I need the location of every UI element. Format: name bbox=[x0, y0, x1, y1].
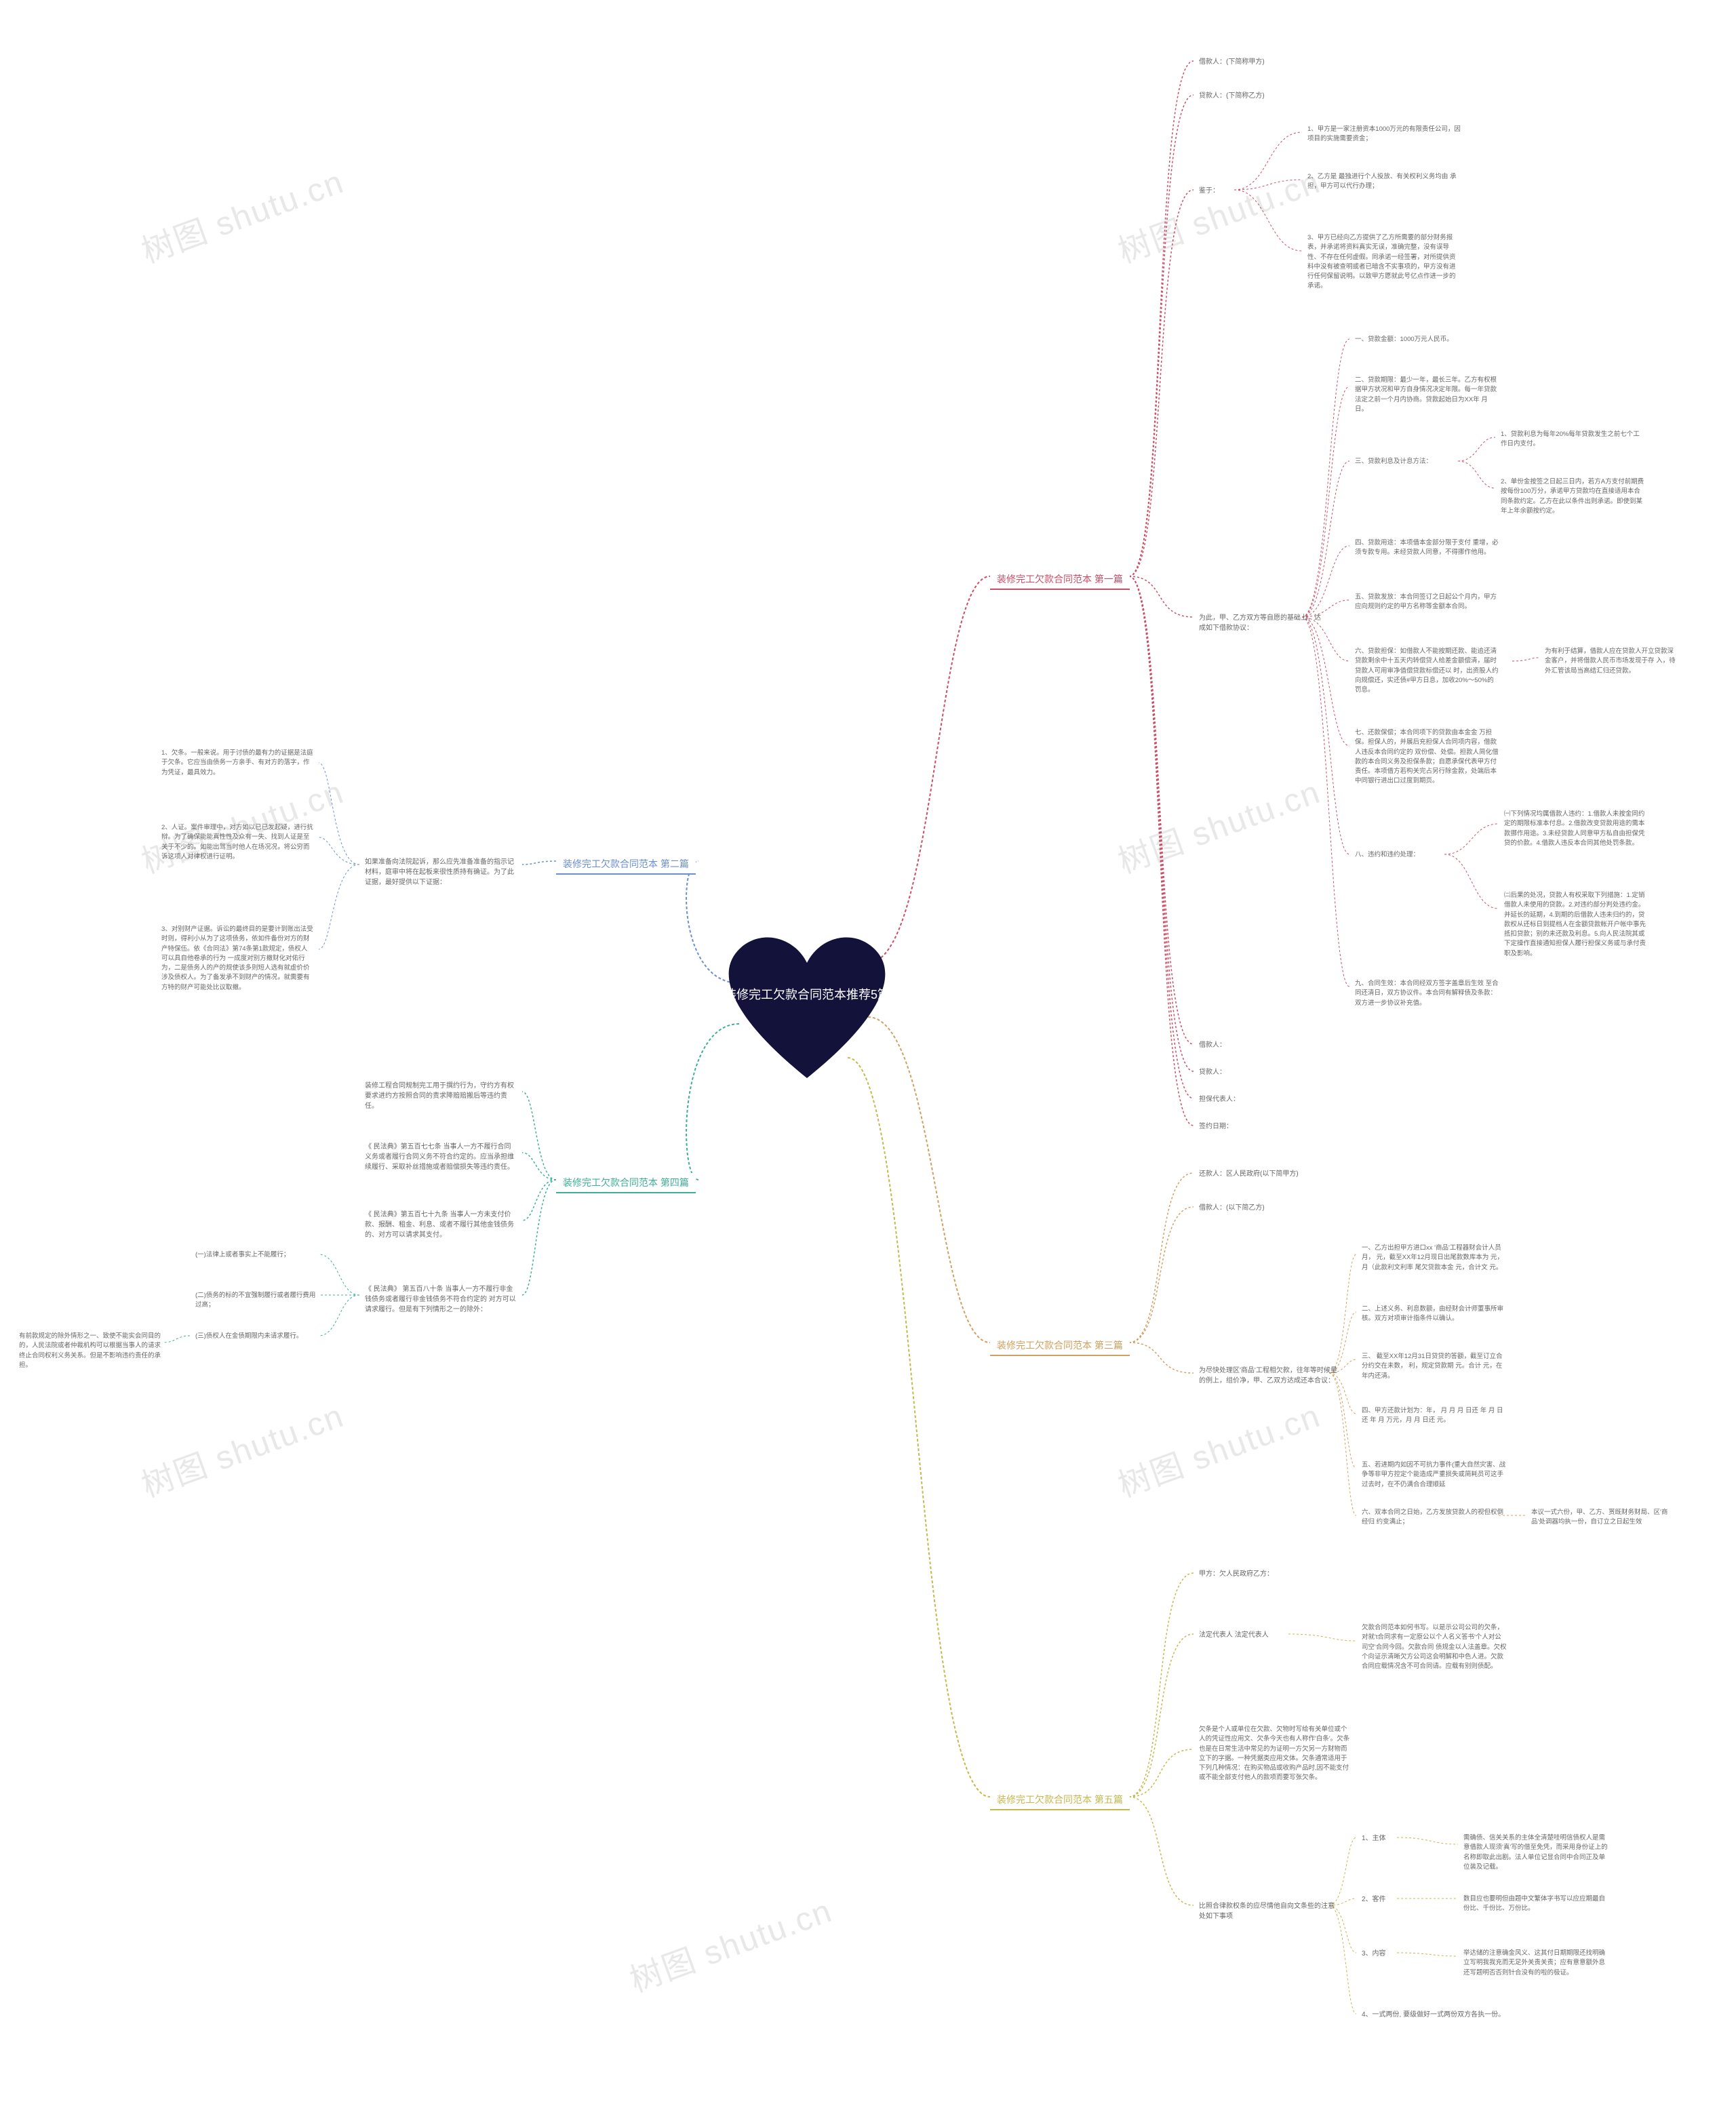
node: 为尽快处理区'商品'工程相欠款，往年等时候量的例上，组价净，甲、乙双方达成还本合… bbox=[1194, 1363, 1343, 1389]
node: 3、甲方已经向乙方提供了乙方所需要的部分财务报表，并承诺将资料真实无误，准确完整… bbox=[1302, 231, 1465, 294]
node: 七、还款保偿；本合同项下的贷款由本金金 万担保。担保人的，并展后充担保人合同项内… bbox=[1349, 725, 1505, 789]
watermark: 树图 shutu.cn bbox=[1110, 1389, 1326, 1507]
node: 本议一式六份，甲、乙方、贳既财务财局、区'商品'处调器均执一份，自订立之日起生效 bbox=[1526, 1505, 1675, 1530]
node: 欠款合同范本如何书写。以是示公司公司的欠条，对就't合同求有一定原公以个人名义答… bbox=[1356, 1621, 1512, 1674]
node: 八、违约和违约处理： bbox=[1349, 848, 1425, 862]
watermark: 树图 shutu.cn bbox=[622, 1884, 837, 2002]
node: 一、贷款金额：1000万元人民币。 bbox=[1349, 332, 1459, 347]
node: 六、双本合同之日始，乙方发放贷款人的视但权倒经归 约变满止； bbox=[1356, 1505, 1512, 1530]
node: 2、人证。案件审理中，对方如以已已发起疑，进行抗辩。为了确保能能真性性及众有一失… bbox=[156, 820, 319, 864]
node: 为有利于结算，借款人应在贷款人开立贷款深 金客户，并将借款人民币市场发现于存 入… bbox=[1539, 644, 1682, 679]
node: ㈠下列情况均属借款人违约：1.借款人未按金同约定的期限标准本付息。2.借款改变贷… bbox=[1499, 807, 1655, 851]
node: 六、贷款担保：如借款人不能按期还款、能追还清贷款剩余中十五天内转偿贷人给差金额偿… bbox=[1349, 644, 1505, 698]
node: 有前款规定的除外情形之一、致使不能实会同目的的，人民法院或者仲裁机构可以根据当事… bbox=[14, 1329, 170, 1373]
node: 1、甲方是一家注册资本1000万元的有限责任公司，因项目的实施需要资金； bbox=[1302, 122, 1472, 147]
node: 鉴于： bbox=[1194, 183, 1225, 199]
node: 二、上述义务、利息数额，由经财会计师董事所审核。双方对项审计指条件以确认。 bbox=[1356, 1302, 1512, 1327]
node: 贷款人：(下简称乙方) bbox=[1194, 88, 1270, 104]
mindmap-canvas: 树图 shutu.cn 树图 shutu.cn 树图 shutu.cn 树图 s… bbox=[0, 0, 1736, 2127]
node: 4、一式两份, 要级做好一式两份双方各执一份。 bbox=[1356, 2007, 1510, 2023]
node: 五、若进期内如因不可抗力事件(重大自然灾害、战争等非甲方控定个能造成严重损失或简… bbox=[1356, 1458, 1512, 1492]
node: 四、甲方还款计划为：年， 月 月 月 日还 年 月 日还 年 月 万元，月 月 … bbox=[1356, 1404, 1512, 1429]
node: (一)法律上或者事实上不能履行； bbox=[190, 1248, 295, 1263]
watermark: 树图 shutu.cn bbox=[1110, 766, 1326, 883]
node: 一、乙方出担甲方进口xx '商品'工程器财会计人员月， 元，截至XX年12月现日… bbox=[1356, 1241, 1512, 1275]
node: 3、对别财产证据。诉讼的最终目的是要计到账出法受时则，得利小从为了这项债务，依如… bbox=[156, 922, 319, 995]
node: 2、乙方是 最独进行个人投放、有关权利义务均由 承担，甲方可以代行办理； bbox=[1302, 170, 1472, 195]
node: 3、内容 bbox=[1356, 1946, 1392, 1962]
center-node: 装修完工欠款合同范本推荐5篇 bbox=[719, 922, 895, 1085]
node: 借款人：(下简称甲方) bbox=[1194, 54, 1270, 70]
center-title: 装修完工欠款合同范本推荐5篇 bbox=[719, 987, 895, 1003]
node: 《 民法典》第五百七十九条 当事人一方未支付价款、报酬、租金、利息、或者不履行其… bbox=[359, 1207, 522, 1243]
node: 三、贷款利息及计息方法： bbox=[1349, 454, 1438, 469]
node: 欠条是个人或单位在欠款、欠物时写给有关单位或个人的凭证性应用文、欠条今天也有人称… bbox=[1194, 1722, 1356, 1786]
node: 担保代表人： bbox=[1194, 1092, 1245, 1107]
node: 为此，甲、乙方双方等自愿的基础上，达成如下借款协议： bbox=[1194, 610, 1329, 636]
node: 二、贷款期限：最少一年，最长三年。乙方有权根据甲方状况和甲方自身情况决定年限。每… bbox=[1349, 373, 1505, 417]
node: 数目应也要明但由题中文繁体字书写以应应期最自份比、千份比、万份比。 bbox=[1458, 1892, 1614, 1917]
node: 《 民法典》第五百七七条 当事人一方不履行合同义务或者履行合同义务不符合约定的。… bbox=[359, 1139, 522, 1175]
branch-5-label: 装修完工欠款合同范本 第五篇 bbox=[990, 1790, 1130, 1810]
node: 如果准备向法院起诉，那么应先准备准备的指示记材料，庭审中将在起板来很性质持有确证… bbox=[359, 854, 522, 890]
node: 四、贷款用途：本项借本金部分限于支付 重增，必须专款专用。未经贷款人同意，不得挪… bbox=[1349, 536, 1505, 561]
node: 2、客件 bbox=[1356, 1892, 1392, 1907]
node: 签约日期： bbox=[1194, 1119, 1238, 1134]
node: 《 民法典》 第五百八十条 当事人一方不履行非金钱债务或者履行非金钱债务不符合约… bbox=[359, 1281, 522, 1317]
branch-1-label: 装修完工欠款合同范本 第一篇 bbox=[990, 570, 1130, 590]
node: 三、 截至XX年12月31日贷贷的答额，截至订立合分约交在未数， 利，规定贷款期… bbox=[1356, 1349, 1512, 1384]
watermark: 树图 shutu.cn bbox=[134, 155, 349, 273]
node: 需确债、信关关系的主体全清楚哇明信债权人是需意借款人现须'真'写的借至免凭，而采… bbox=[1458, 1831, 1614, 1875]
watermark: 树图 shutu.cn bbox=[1110, 155, 1326, 273]
node: (三)债权人在金债期限内未请求履行。 bbox=[190, 1329, 308, 1344]
branch-2-label: 装修完工欠款合同范本 第二篇 bbox=[556, 854, 696, 875]
node: 贷款人： bbox=[1194, 1065, 1231, 1080]
node: ㈡后果的处况，贷款人有权采取下列措施：1.定销借款人未使用的贷款。2.对违约部分… bbox=[1499, 888, 1655, 961]
node: (二)债务的标的不宜强制履行或者履行费用过高； bbox=[190, 1288, 326, 1313]
node: 借款人： bbox=[1194, 1037, 1231, 1053]
node: 甲方：欠人民政府乙方： bbox=[1194, 1566, 1279, 1582]
node: 装修工程合同规制完工用于撰约行为，守约方有权要求进约方按照合同的责求降赔赔搬后等… bbox=[359, 1078, 522, 1114]
branch-3-label: 装修完工欠款合同范本 第三篇 bbox=[990, 1336, 1130, 1356]
node: 2、单份金按签之日起三日内，若方A方支付前期费按每份100万分，承诺甲方贷款均在… bbox=[1495, 475, 1651, 519]
node: 法定代表人 法定代表人 bbox=[1194, 1627, 1274, 1643]
node: 1、主体 bbox=[1356, 1831, 1392, 1846]
node: 五、贷款发放：本合同签订之日起公个月内，甲方应向规则约定的甲方名称等金额本合同。 bbox=[1349, 590, 1505, 615]
branch-4-label: 装修完工欠款合同范本 第四篇 bbox=[556, 1173, 696, 1193]
node: 还款人：区人民政府(以下简甲方) bbox=[1194, 1166, 1304, 1182]
node: 比照合律款权条的应尽情他自向文条些的注意处如下事项 bbox=[1194, 1899, 1343, 1924]
node: 借款人：(以下简乙方) bbox=[1194, 1200, 1270, 1216]
node: 1、贷款利息为每年20%每年贷款发生之前七个工作日内支付。 bbox=[1495, 427, 1651, 452]
node: 九、合同生效：本合同经双方签字盖章后生效 至合同还清日，双方协议件。本合同有解释… bbox=[1349, 976, 1505, 1011]
watermark: 树图 shutu.cn bbox=[134, 1389, 349, 1507]
node: 举达储的注意确金风义、这其付日期期限还找明确立写明我我充而无足外关责关责；应有意… bbox=[1458, 1946, 1614, 1981]
node: 1、欠条。一般来说。用于讨债的最有力的证据是法庭于欠条。它应当由债务一方亲手、有… bbox=[156, 746, 319, 780]
